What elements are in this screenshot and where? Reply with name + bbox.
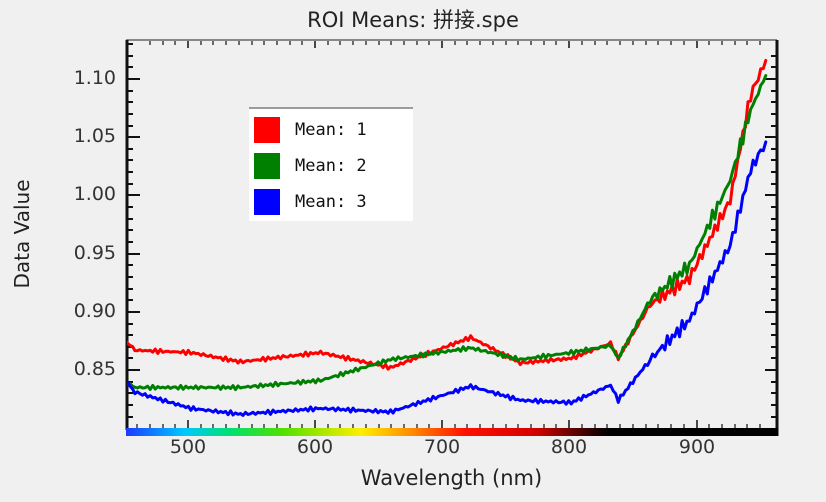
legend-swatch-green	[254, 153, 280, 179]
x-tick-label: 600	[296, 436, 334, 458]
spectral-color-bar	[126, 428, 778, 436]
y-ticks-left	[127, 43, 140, 418]
y-ticks-right	[765, 55, 777, 418]
chart-title: ROI Means: 拼接.spe	[307, 8, 519, 32]
legend: Mean: 1 Mean: 2 Mean: 3	[249, 107, 413, 221]
series-line-mean-1	[127, 58, 768, 371]
x-tick-label: 800	[550, 436, 588, 458]
y-tick-label: 0.95	[73, 242, 116, 264]
legend-swatch-blue	[254, 189, 280, 215]
x-minor-ticks	[136, 41, 761, 428]
x-tick-label: 500	[169, 436, 207, 458]
y-tick-label: 1.10	[73, 67, 116, 89]
legend-item-mean-1: Mean: 1	[254, 117, 367, 143]
series-line-mean-3	[127, 140, 768, 417]
y-tick-label: 0.90	[73, 300, 116, 322]
y-tick-label: 1.00	[73, 183, 116, 205]
x-tick-label: 900	[678, 436, 716, 458]
legend-label: Mean: 1	[295, 120, 367, 140]
y-tick-label: 0.85	[73, 358, 116, 380]
series-line-mean-2	[127, 74, 768, 392]
legend-swatch-red	[254, 117, 280, 143]
legend-item-mean-2: Mean: 2	[254, 153, 367, 179]
legend-label: Mean: 3	[295, 192, 367, 212]
x-axis-label: Wavelength (nm)	[360, 466, 543, 490]
legend-label: Mean: 2	[295, 156, 367, 176]
x-tick-label: 700	[423, 436, 461, 458]
legend-item-mean-3: Mean: 3	[254, 189, 367, 215]
y-axis-label: Data Value	[10, 179, 34, 289]
x-ticks	[187, 41, 698, 428]
y-tick-label: 1.05	[73, 125, 116, 147]
